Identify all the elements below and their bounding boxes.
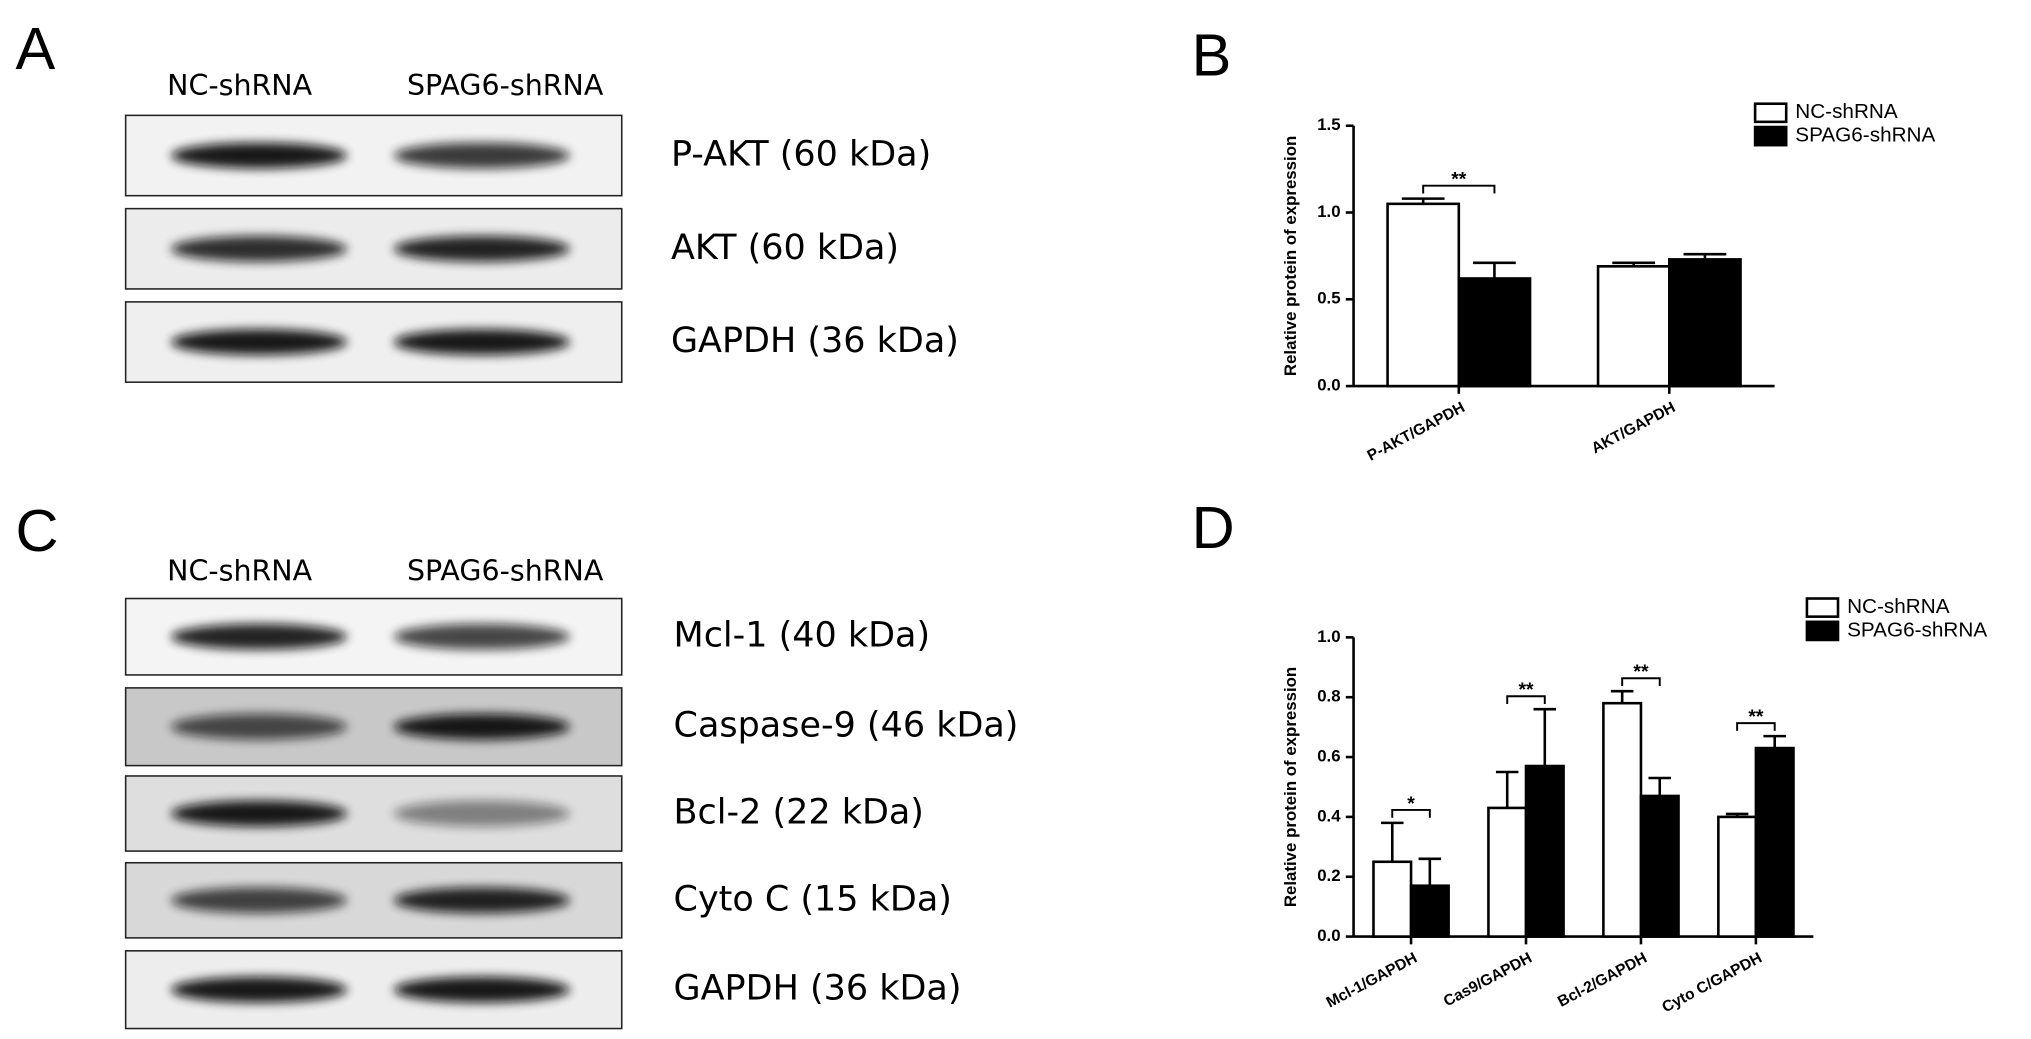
blot-band: [170, 623, 348, 650]
y-tick-label: 0.6: [1317, 747, 1340, 766]
blot-label: Bcl-2 (22 kDa): [674, 793, 924, 833]
significance-bracket: [1422, 184, 1496, 194]
y-axis-label: Relative protein of expression: [1281, 667, 1300, 907]
y-tick-label: 1.5: [1317, 115, 1340, 134]
blot-band: [393, 235, 570, 262]
y-tick-label: 1.0: [1317, 627, 1340, 646]
panel-letter: B: [1192, 21, 1232, 88]
significance-label: **: [1451, 169, 1467, 191]
blot-label: Mcl-1 (40 kDa): [674, 616, 931, 656]
blot-band: [393, 142, 570, 169]
y-tick-label: 0.0: [1317, 376, 1340, 395]
significance-bracket: [1391, 808, 1431, 818]
blot-band: [393, 623, 570, 650]
y-tick-label: 1.0: [1317, 202, 1340, 221]
blot-band: [170, 976, 348, 1003]
significance-label: **: [1518, 679, 1534, 701]
bar: [1717, 815, 1758, 938]
significance-bracket: [1621, 677, 1661, 687]
bar: [1409, 884, 1450, 938]
bar: [1457, 277, 1532, 388]
significance-bracket: [1506, 695, 1546, 704]
legend-label: SPAG6-shRNA: [1795, 124, 1935, 147]
bar: [1602, 701, 1643, 938]
x-tick-label: Mcl-1/GAPDH: [1324, 949, 1420, 1011]
blot-band: [393, 887, 570, 914]
bar: [1596, 265, 1671, 388]
blot-label: P-AKT (60 kDa): [671, 135, 931, 175]
legend-label: NC-shRNA: [1847, 595, 1950, 618]
legend-swatch: [1805, 620, 1840, 642]
blot-band: [170, 713, 348, 740]
significance-label: **: [1633, 661, 1649, 683]
blot-label: Caspase-9 (46 kDa): [674, 706, 1019, 746]
x-tick-label: AKT/GAPDH: [1589, 399, 1679, 457]
blot-label: GAPDH (36 kDa): [674, 969, 962, 1009]
y-tick-label: 0.2: [1317, 866, 1340, 885]
blot-band: [170, 142, 348, 169]
x-tick-label: Cas9/GAPDH: [1441, 949, 1535, 1010]
y-tick-label: 0.8: [1317, 687, 1340, 706]
significance-label: *: [1407, 793, 1415, 815]
blot-band: [170, 887, 348, 914]
significance-label: **: [1748, 706, 1764, 728]
blot-band: [393, 713, 570, 740]
blot-band: [170, 800, 348, 827]
legend-swatch: [1805, 597, 1840, 618]
bar: [1754, 746, 1795, 938]
y-tick-label: 0.5: [1317, 289, 1340, 308]
panel-letter: A: [16, 15, 56, 82]
legend-label: NC-shRNA: [1795, 100, 1898, 123]
x-tick-label: Bcl-2/GAPDH: [1555, 949, 1650, 1010]
lane-label: SPAG6-shRNA: [407, 69, 604, 102]
x-tick-label: Cyto C/GAPDH: [1659, 949, 1765, 1016]
x-tick-label: P-AKT/GAPDH: [1365, 399, 1468, 465]
legend-label: SPAG6-shRNA: [1847, 618, 1987, 641]
blot-label: GAPDH (36 kDa): [671, 321, 959, 361]
legend-swatch: [1753, 102, 1788, 124]
bar: [1524, 764, 1565, 938]
lane-label: NC-shRNA: [167, 555, 312, 588]
blot-band: [170, 235, 348, 262]
y-axis-label: Relative protein of expression: [1281, 136, 1300, 376]
bar: [1386, 202, 1461, 388]
blot-band: [393, 329, 570, 355]
bar: [1372, 860, 1413, 938]
panel-letter: C: [16, 497, 59, 564]
bar: [1487, 806, 1528, 938]
y-tick-label: 0.0: [1317, 926, 1340, 945]
blot-band: [170, 329, 348, 355]
panel-letter: D: [1192, 494, 1235, 561]
lane-label: SPAG6-shRNA: [407, 555, 604, 588]
bar: [1667, 258, 1742, 388]
bar: [1639, 794, 1680, 938]
blot-label: AKT (60 kDa): [671, 228, 899, 268]
blot-band: [393, 800, 570, 827]
legend-swatch: [1753, 125, 1788, 147]
blot-label: Cyto C (15 kDa): [674, 879, 952, 919]
lane-label: NC-shRNA: [167, 69, 312, 102]
blot-band: [393, 976, 570, 1003]
significance-bracket: [1736, 722, 1776, 731]
y-tick-label: 0.4: [1317, 806, 1341, 825]
